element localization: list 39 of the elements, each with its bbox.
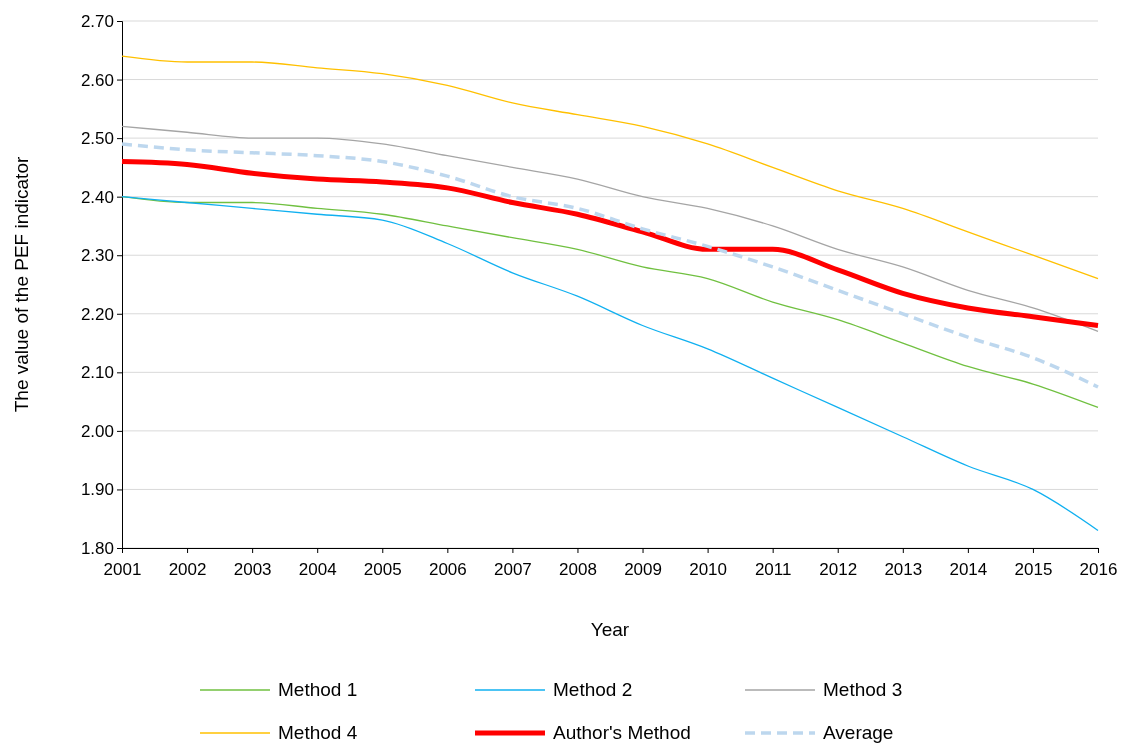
- line-series: [121, 196, 1099, 532]
- y-axis-title: The value of the PEF indicator: [11, 156, 32, 413]
- y-tick-label: 1.80: [80, 538, 114, 558]
- x-tick-label: 2003: [233, 559, 272, 579]
- x-tick-label: 2004: [298, 559, 337, 579]
- legend-label: Method 2: [553, 679, 633, 700]
- legend-label: Average: [823, 722, 894, 743]
- x-tick-label: 2010: [689, 559, 728, 579]
- x-tick-label: 2011: [754, 559, 792, 579]
- legend-label: Author's Method: [553, 722, 691, 743]
- legend-label: Method 3: [823, 679, 903, 700]
- x-tick-label: 2002: [168, 559, 207, 579]
- x-tick-label: 2005: [363, 559, 402, 579]
- x-tick-label: 2014: [949, 559, 988, 579]
- line-series: [121, 125, 1099, 332]
- line-series: [121, 55, 1099, 280]
- x-tick-label: 2016: [1079, 559, 1118, 579]
- x-tick-label: 2009: [624, 559, 662, 579]
- y-tick-label: 2.30: [80, 246, 114, 266]
- x-tick-label: 2015: [1014, 559, 1053, 579]
- x-tick-label: 2008: [559, 559, 597, 579]
- x-tick-label: 2006: [428, 559, 467, 579]
- x-axis-title: Year: [590, 619, 630, 640]
- y-tick-label: 2.50: [80, 129, 114, 149]
- y-tick-label: 2.20: [80, 304, 114, 324]
- legend-label: Method 4: [278, 722, 358, 743]
- y-tick-label: 2.10: [80, 363, 114, 383]
- y-tick-label: 2.60: [80, 70, 114, 90]
- line-series: [121, 196, 1099, 409]
- y-tick-label: 2.00: [80, 421, 114, 441]
- y-tick-label: 2.70: [80, 11, 114, 31]
- y-tick-label: 1.90: [80, 480, 114, 500]
- line-series: [120, 142, 1100, 389]
- x-tick-label: 2012: [819, 559, 858, 579]
- x-tick-label: 2007: [493, 559, 532, 579]
- y-tick-label: 2.40: [80, 187, 114, 207]
- legend-label: Method 1: [278, 679, 358, 700]
- x-tick-label: 2013: [884, 559, 923, 579]
- x-tick-label: 2001: [103, 559, 142, 579]
